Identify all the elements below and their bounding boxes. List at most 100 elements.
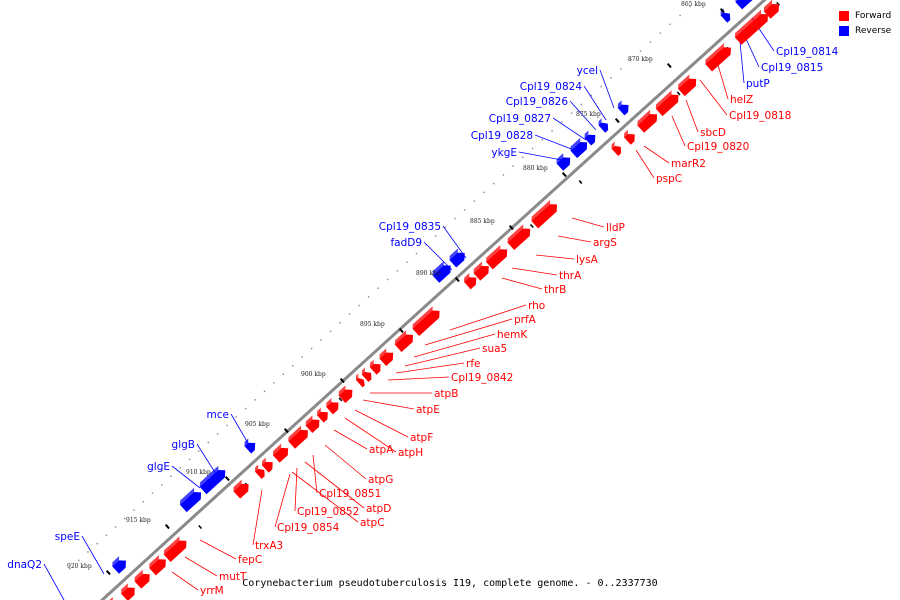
minor-tick bbox=[629, 59, 632, 61]
forward-gene-label-cpl19-0842: Cpl19_0842 bbox=[451, 372, 513, 384]
leader-line bbox=[199, 539, 237, 560]
gene-body bbox=[244, 442, 256, 454]
gene-cpl19-0854 bbox=[163, 536, 187, 563]
minor-tick bbox=[301, 356, 303, 358]
gene-body bbox=[121, 587, 135, 600]
forward-gene-label-args: argS bbox=[593, 237, 617, 249]
gene-top-face bbox=[233, 479, 242, 492]
leader-line bbox=[643, 145, 670, 164]
minor-tick bbox=[502, 174, 505, 176]
gene-rho bbox=[463, 272, 477, 290]
minor-tick bbox=[124, 517, 126, 520]
kbp-tick bbox=[339, 378, 345, 384]
gene-body bbox=[394, 334, 414, 353]
kbp-label: 880 kbp bbox=[523, 165, 548, 172]
minor-tick bbox=[188, 458, 191, 461]
leader-line bbox=[449, 304, 527, 331]
gene-body bbox=[254, 468, 265, 479]
gene-body bbox=[134, 573, 150, 589]
kbp-tick bbox=[719, 8, 725, 14]
legend-reverse: Reverse bbox=[839, 23, 891, 38]
minor-tick bbox=[292, 365, 294, 367]
gene-atpc bbox=[233, 479, 249, 499]
gene-glgb bbox=[112, 556, 126, 574]
forward-gene-label-marr2: marR2 bbox=[671, 158, 706, 170]
minor-tick bbox=[669, 23, 671, 25]
minor-tick bbox=[245, 407, 247, 410]
kbp-label: 870 kbp bbox=[628, 56, 653, 63]
minor-tick bbox=[142, 501, 144, 503]
forward-gene-label-thra: thrA bbox=[559, 270, 582, 282]
leader-line bbox=[571, 217, 605, 228]
gene-body bbox=[705, 47, 731, 72]
gene-body bbox=[570, 142, 588, 159]
gene-fadd9 bbox=[199, 465, 226, 495]
kbp-tick bbox=[283, 428, 289, 434]
leader-line bbox=[569, 100, 597, 131]
gene-putp bbox=[617, 100, 629, 116]
kbp-label: 905 kbp bbox=[245, 421, 270, 428]
kbp-label: 910 kbp bbox=[186, 469, 211, 476]
gene-top-face bbox=[678, 74, 690, 89]
gene-lysa bbox=[507, 224, 531, 251]
legend-forward-swatch bbox=[839, 10, 849, 21]
leader-line bbox=[395, 362, 465, 374]
minor-tick bbox=[170, 475, 172, 477]
leader-line bbox=[671, 115, 686, 147]
major-tick bbox=[198, 524, 203, 530]
gene-top-face bbox=[107, 596, 113, 600]
gene-atpb bbox=[355, 373, 365, 388]
forward-gene-label-atpc: atpC bbox=[360, 517, 385, 529]
minor-tick bbox=[87, 551, 89, 553]
leader-line bbox=[518, 151, 563, 161]
reverse-gene-label-cpl19-0815: Cpl19_0815 bbox=[761, 62, 823, 74]
reverse-gene-label-putp: putP bbox=[746, 78, 770, 90]
gene-body bbox=[486, 249, 508, 270]
gene-body bbox=[507, 228, 531, 251]
gene-body bbox=[611, 145, 622, 156]
leader-line bbox=[196, 443, 217, 475]
gene-thra bbox=[486, 244, 508, 270]
gene-sua5 bbox=[379, 348, 394, 367]
gene-body bbox=[361, 371, 372, 382]
leader-line bbox=[599, 69, 615, 109]
forward-gene-label-hemk: hemK bbox=[497, 329, 528, 341]
gene-top-face bbox=[361, 367, 365, 375]
gene-top-face bbox=[326, 397, 332, 407]
gene-cpl19-0818 bbox=[705, 43, 731, 72]
kbp-label: 915 kbp bbox=[126, 517, 151, 524]
gene-top-face bbox=[617, 100, 622, 108]
minor-tick bbox=[415, 252, 418, 255]
gene-top-face bbox=[637, 109, 651, 126]
gene-top-face bbox=[463, 272, 470, 282]
gene-cpl19-0851 bbox=[272, 443, 289, 463]
minor-tick bbox=[561, 121, 563, 123]
leader-line bbox=[739, 41, 745, 84]
minor-tick bbox=[512, 165, 514, 167]
leader-line bbox=[534, 134, 575, 151]
gene-body bbox=[412, 310, 440, 337]
leader-line bbox=[557, 235, 592, 243]
minor-tick bbox=[551, 130, 553, 132]
minor-tick bbox=[96, 542, 98, 545]
gene-top-face bbox=[244, 438, 249, 447]
gene-ycel bbox=[598, 118, 609, 133]
gene-lldp bbox=[611, 141, 622, 156]
genome-caption: Corynebacterium pseudotuberculosis I19, … bbox=[242, 578, 658, 589]
forward-gene-label-atpe: atpE bbox=[416, 404, 440, 416]
minor-tick bbox=[689, 5, 691, 8]
gene-mce bbox=[179, 487, 202, 513]
gene-top-face bbox=[507, 224, 524, 243]
gene-body bbox=[432, 265, 451, 283]
forward-gene-label-cpl19-0854: Cpl19_0854 bbox=[277, 522, 340, 534]
legend-forward-label: Forward bbox=[855, 10, 892, 21]
minor-tick bbox=[105, 534, 108, 536]
gene-body bbox=[531, 204, 558, 229]
forward-gene-label-rho: rho bbox=[528, 300, 545, 312]
gene-cpl19-0824 bbox=[584, 130, 596, 146]
gene-top-face bbox=[624, 129, 628, 138]
gene-top-face bbox=[705, 43, 725, 65]
minor-tick bbox=[659, 32, 661, 34]
